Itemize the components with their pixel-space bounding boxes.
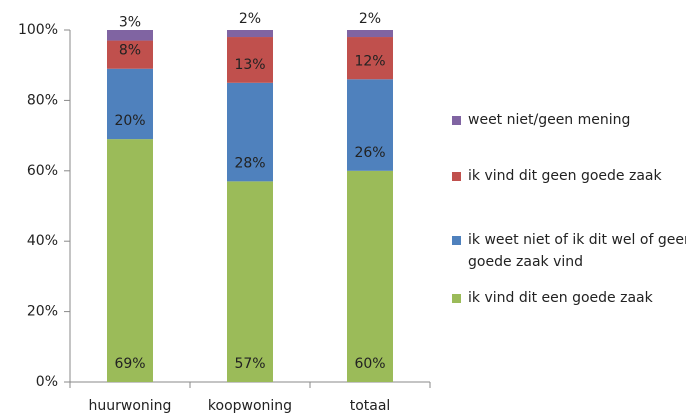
data-label: 3% [119, 15, 141, 31]
y-tick-label: 0% [36, 374, 58, 390]
legend-swatch [452, 294, 461, 303]
legend-item: weet niet/geen mening [452, 109, 686, 131]
data-label: 8% [119, 43, 141, 59]
bar-segment [107, 68, 153, 140]
legend-swatch [452, 116, 461, 125]
data-label: 2% [359, 11, 381, 27]
bar-segment [227, 37, 273, 83]
legend-swatch [452, 172, 461, 181]
legend-label: weet niet/geen mening [468, 112, 631, 128]
bar-segment [107, 139, 153, 382]
bar-segment [227, 30, 273, 38]
legend-swatch [452, 236, 461, 245]
x-tick-label: koopwoning [208, 398, 292, 414]
data-label: 60% [354, 356, 385, 372]
legend-item: ik weet niet of ik dit wel of geen goede… [452, 229, 686, 273]
x-tick-label: totaal [350, 398, 391, 414]
bar-segment [227, 181, 273, 382]
bar-segment [347, 79, 393, 171]
data-label: 26% [354, 145, 385, 161]
legend-item: ik vind dit geen goede zaak [452, 165, 686, 187]
y-tick-label: 40% [27, 233, 58, 249]
data-label: 12% [354, 53, 385, 69]
bar-segment [227, 82, 273, 182]
y-tick-label: 20% [27, 304, 58, 320]
data-label: 57% [234, 356, 265, 372]
data-label: 20% [114, 113, 145, 129]
data-label: 69% [114, 356, 145, 372]
data-label: 2% [239, 11, 261, 27]
y-tick-label: 100% [18, 22, 58, 38]
bar-segment [347, 30, 393, 38]
legend-label: ik weet niet of ik dit wel of geen goede… [468, 232, 686, 270]
bar-segment [347, 37, 393, 80]
bar-segment [347, 170, 393, 382]
legend-item: ik vind dit een goede zaak [452, 287, 686, 309]
y-tick-label: 60% [27, 163, 58, 179]
legend-label: ik vind dit een goede zaak [468, 290, 653, 306]
bar-segment [107, 40, 153, 69]
y-tick-label: 80% [27, 92, 58, 108]
legend-label: ik vind dit geen goede zaak [468, 168, 662, 184]
data-label: 28% [234, 155, 265, 171]
x-tick-label: huurwoning [89, 398, 172, 414]
bar-segment [107, 30, 153, 41]
data-label: 13% [234, 57, 265, 73]
